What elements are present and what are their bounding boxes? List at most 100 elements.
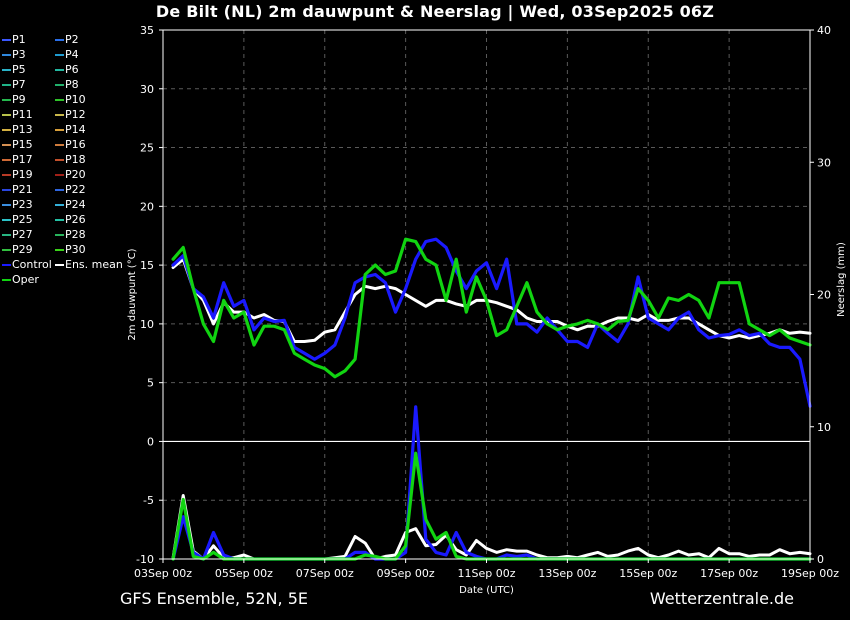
legend-label: P18 (65, 153, 86, 166)
legend-swatch (55, 84, 64, 86)
legend-swatch (55, 114, 64, 116)
x-tick-label: 07Sep 00z (296, 567, 354, 580)
x-tick-label: 17Sep 00z (700, 567, 758, 580)
legend-swatch (55, 219, 64, 221)
legend-swatch (2, 54, 11, 56)
legend-swatch (55, 39, 64, 41)
y2-axis-label: Neerslag (mm) (836, 242, 847, 317)
legend-label: P17 (12, 153, 33, 166)
legend-label: P16 (65, 138, 86, 151)
legend-swatch (2, 234, 11, 236)
y2-tick-label: 30 (817, 156, 831, 169)
y2-tick-label: 40 (817, 24, 831, 37)
legend-swatch (55, 174, 64, 176)
legend-swatch (2, 249, 11, 251)
y-tick-label: 0 (147, 435, 154, 448)
legend-label: P24 (65, 198, 86, 211)
legend-label: Control (12, 258, 52, 271)
legend-label: P26 (65, 213, 86, 226)
y-tick-label: 15 (140, 259, 154, 272)
legend-label: P11 (12, 108, 33, 121)
legend-swatch (55, 159, 64, 161)
legend-swatch (2, 279, 11, 281)
series-line-control-precip (171, 405, 812, 561)
y-tick-label: -5 (143, 494, 154, 507)
legend-label: P4 (65, 48, 79, 61)
legend-label: P23 (12, 198, 33, 211)
x-tick-label: 15Sep 00z (619, 567, 677, 580)
series-line-control (171, 237, 812, 408)
y2-tick-label: 10 (817, 421, 831, 434)
legend-label: P14 (65, 123, 86, 136)
legend-label: P3 (12, 48, 26, 61)
legend-swatch (55, 69, 64, 71)
legend-label: P22 (65, 183, 86, 196)
y-tick-label: 20 (140, 200, 154, 213)
legend-swatch (55, 189, 64, 191)
y-axis-label: 2m dauwpunt (°C) (127, 248, 138, 340)
legend-label: P20 (65, 168, 86, 181)
legend-swatch (2, 99, 11, 101)
x-tick-label: 19Sep 00z (781, 567, 839, 580)
legend-label: P1 (12, 33, 26, 46)
y2-tick-label: 20 (817, 289, 831, 302)
legend-label: Oper (12, 273, 39, 286)
legend-swatch (55, 129, 64, 131)
legend-swatch (2, 69, 11, 71)
legend-label: P12 (65, 108, 86, 121)
series-line-oper-precip (171, 451, 812, 561)
legend-label: P19 (12, 168, 33, 181)
legend-label: P10 (65, 93, 86, 106)
legend-label: P13 (12, 123, 33, 136)
legend-swatch (2, 114, 11, 116)
legend-swatch (55, 264, 64, 266)
legend-label: P7 (12, 78, 26, 91)
legend-swatch (2, 204, 11, 206)
legend-label: P30 (65, 243, 86, 256)
legend-swatch (2, 144, 11, 146)
legend-label: P28 (65, 228, 86, 241)
legend-label: P25 (12, 213, 33, 226)
legend-swatch (2, 219, 11, 221)
legend-label: P6 (65, 63, 79, 76)
legend-label: P5 (12, 63, 26, 76)
chart-title: De Bilt (NL) 2m dauwpunt & Neerslag | We… (155, 2, 715, 21)
footer-model-label: GFS Ensemble, 52N, 5E (120, 589, 308, 608)
y-tick-label: 5 (147, 377, 154, 390)
y-tick-label: 25 (140, 142, 154, 155)
legend-label: P9 (12, 93, 26, 106)
x-axis-label: Date (UTC) (459, 585, 514, 596)
x-tick-label: 05Sep 00z (215, 567, 273, 580)
legend-swatch (55, 54, 64, 56)
legend-swatch (55, 249, 64, 251)
legend-swatch (2, 39, 11, 41)
series-line-ens-mean-precip (171, 494, 812, 561)
x-tick-label: 03Sep 00z (134, 567, 192, 580)
legend-swatch (2, 129, 11, 131)
legend-swatch (55, 144, 64, 146)
y-tick-label: 10 (140, 318, 154, 331)
x-tick-label: 09Sep 00z (377, 567, 435, 580)
y2-tick-label: 0 (817, 553, 824, 566)
legend-swatch (2, 264, 11, 266)
y-tick-label: -10 (136, 553, 154, 566)
legend-label: P15 (12, 138, 33, 151)
legend-label: P2 (65, 33, 79, 46)
legend-label: P21 (12, 183, 33, 196)
legend-swatch (2, 189, 11, 191)
legend-label: P29 (12, 243, 33, 256)
legend-swatch (2, 84, 11, 86)
legend-swatch (2, 174, 11, 176)
legend-swatch (55, 99, 64, 101)
legend-label: P8 (65, 78, 79, 91)
y-tick-label: 30 (140, 83, 154, 96)
footer-site-label: Wetterzentrale.de (649, 589, 794, 608)
x-tick-label: 11Sep 00z (458, 567, 516, 580)
legend-swatch (55, 234, 64, 236)
x-tick-label: 13Sep 00z (538, 567, 596, 580)
legend-swatch (55, 204, 64, 206)
series-line-oper (171, 237, 812, 379)
legend-label: Ens. mean (65, 258, 123, 271)
legend-swatch (2, 159, 11, 161)
